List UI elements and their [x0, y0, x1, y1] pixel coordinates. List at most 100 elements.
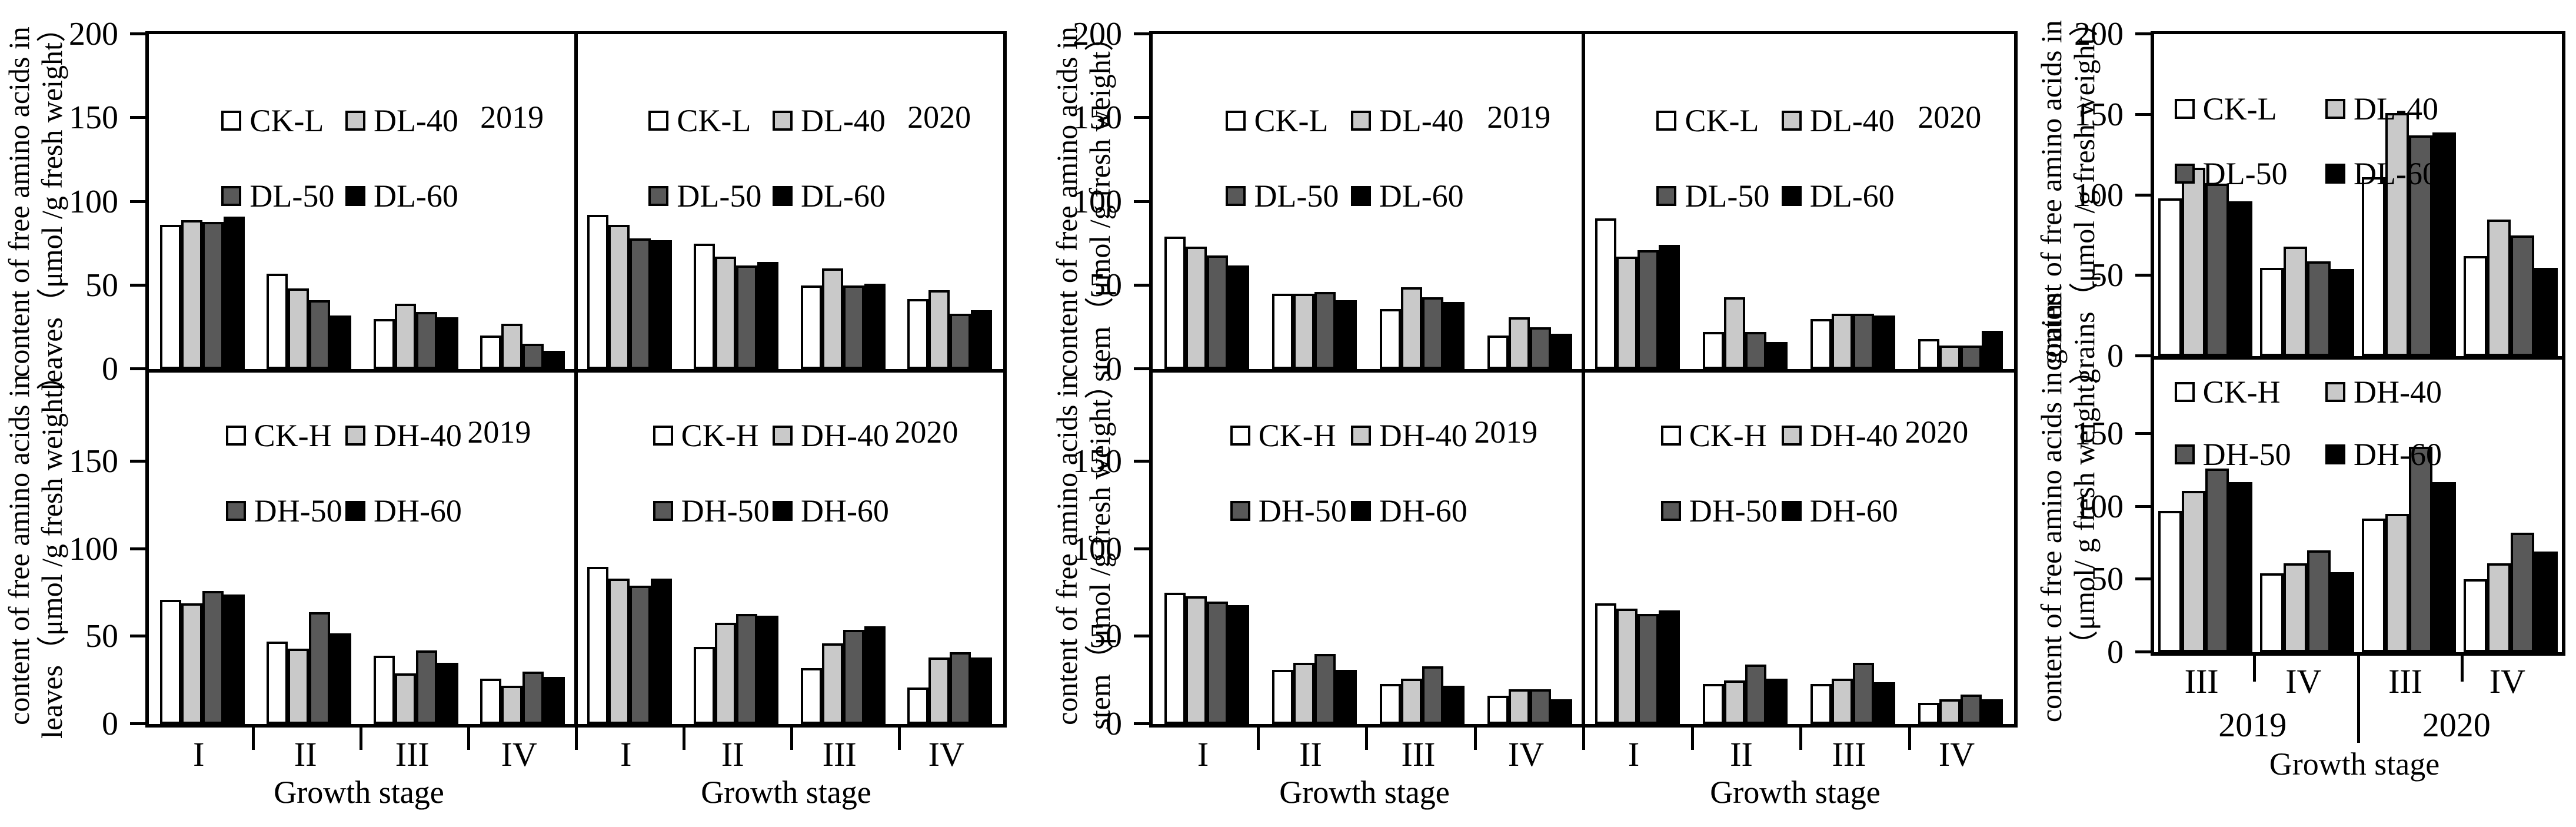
legend-year-label: 2019 — [1474, 414, 1538, 450]
legend-swatch-DH-60 — [1350, 501, 1371, 521]
bar-lv20L-I-DL-40 — [608, 225, 630, 369]
x-stage-label: IV — [1507, 735, 1545, 773]
legend-label: DL-40 — [800, 103, 886, 138]
bar-lv19L-III-DL-40 — [395, 304, 416, 369]
bar-lv19L-II-DL-60 — [330, 315, 351, 369]
x-stage-label: I — [1628, 735, 1640, 773]
bar-st19L-II-DL-50 — [1314, 292, 1336, 369]
y-tick-label: 50 — [1089, 618, 1122, 655]
plot-frame-lv19H-lv20H: CK-H DH-40 DH-50 DH-60 2019 CK-H DH-40 DH-50 DH-… — [145, 373, 1007, 728]
bar-lv20H-II-DH-50 — [736, 614, 757, 724]
bar-grH-III-CK-H — [2362, 519, 2385, 652]
bar-st19L-IV-DL-50 — [1530, 327, 1551, 369]
bar-st19L-I-CK-L — [1164, 237, 1186, 369]
legend-item-DH-40: DH-40 — [2325, 376, 2442, 408]
plot-frame-grH: CK-H DH-40 DH-50 DH-60 — [2151, 360, 2565, 656]
legend-item-DH-50: DH-50 — [2174, 439, 2291, 470]
legend-item-CK-L: CK-L — [221, 105, 324, 137]
legend-item-DH-60: DH-60 — [345, 495, 462, 527]
bar-grL-IV-DL-60 — [2534, 268, 2558, 356]
legend-item-DH-40: DH-40 — [1781, 420, 1898, 451]
x-axis-tick — [790, 725, 793, 750]
legend-item-DL-60: DL-60 — [345, 180, 458, 212]
y-tick-label: 100 — [2074, 488, 2124, 525]
y-tick-label: 150 — [2074, 96, 2124, 133]
bar-lv20L-II-CK-L — [694, 244, 715, 369]
legend-label: DH-60 — [1809, 493, 1898, 529]
legend-year-label: 2019 — [1487, 99, 1551, 135]
legend-label: CK-H — [2202, 374, 2281, 410]
bar-grH-IV-CK-H — [2464, 579, 2487, 652]
legend-swatch-DL-50 — [648, 186, 669, 206]
bar-st19H-II-DH-60 — [1336, 670, 1357, 724]
legend-swatch-CK-H — [225, 426, 246, 446]
bar-lv19H-III-DH-60 — [437, 663, 458, 724]
bar-st19H-I-DH-40 — [1186, 596, 1207, 724]
bar-st19H-II-CK-H — [1272, 670, 1293, 724]
year-panel-divider — [574, 373, 578, 724]
x-axis-tick — [1365, 725, 1368, 750]
legend-label: DH-40 — [1379, 418, 1467, 453]
bar-st20H-III-CK-H — [1810, 684, 1832, 724]
y-axis-tick — [130, 722, 145, 725]
y-tick-label: 200 — [2074, 16, 2124, 52]
y-tick-label: 50 — [2091, 561, 2124, 598]
legend-swatch-DL-40 — [772, 111, 793, 131]
bar-st19H-II-DH-50 — [1314, 654, 1336, 724]
y-tick-label: 50 — [2091, 257, 2124, 294]
bar-lv20L-IV-DL-40 — [928, 290, 950, 369]
bar-lv19H-I-DH-60 — [224, 594, 245, 724]
legend-item-DH-60: DH-60 — [1781, 493, 1898, 529]
legend-year-label: 2020 — [894, 414, 958, 450]
bar-st19L-III-DL-50 — [1422, 297, 1443, 369]
y-axis-tick — [1134, 635, 1149, 638]
x-stage-label: I — [620, 735, 632, 773]
bar-lv20H-III-CK-H — [801, 668, 822, 724]
legend-swatch-DL-60 — [2325, 164, 2346, 184]
bar-grL-III-CK-L — [2362, 177, 2385, 356]
legend-item-DL-60: DL-60 — [2325, 158, 2438, 190]
x-axis-tick — [575, 725, 578, 750]
legend-label: DH-50 — [254, 493, 342, 529]
bar-lv19L-II-CK-L — [267, 274, 288, 369]
bar-lv20L-II-DL-40 — [715, 257, 736, 369]
x-year-label: 2020 — [2422, 706, 2491, 744]
y-axis-tick — [130, 283, 145, 287]
y-tick-label: 150 — [2074, 416, 2124, 453]
bar-st20H-II-DH-60 — [1766, 679, 1788, 724]
bar-lv19H-II-DH-50 — [309, 612, 330, 724]
y-axis-tick — [2135, 354, 2151, 357]
legend-swatch-DL-50 — [1656, 186, 1677, 206]
bar-lv19H-II-DH-60 — [330, 633, 351, 724]
x-stage-label: II — [721, 735, 744, 773]
legend-year-label: 2019 — [467, 414, 531, 450]
bar-st19H-III-CK-H — [1380, 684, 1401, 724]
bar-lv20H-IV-DH-40 — [928, 657, 950, 724]
y-tick-label: 0 — [2107, 338, 2124, 374]
y-tick-label: 50 — [1089, 267, 1122, 304]
y-axis-tick — [130, 367, 145, 370]
bar-st20H-II-CK-H — [1703, 684, 1724, 724]
x-stage-label: III — [2184, 662, 2219, 700]
bar-st19H-IV-CK-H — [1487, 696, 1509, 724]
bar-lv20H-I-DH-40 — [608, 579, 630, 724]
plot-frame-st19H-st20H: CK-H DH-40 DH-50 DH-60 2019 CK-H DH-40 DH-50 DH-… — [1149, 373, 2018, 728]
bar-st19H-III-DH-40 — [1401, 679, 1422, 724]
bar-grL-III-DL-40 — [2385, 113, 2409, 356]
bar-lv20L-I-DL-50 — [630, 238, 651, 369]
x-axis-tick — [467, 725, 470, 750]
x-stage-label: II — [1730, 735, 1753, 773]
bar-grH-IV-DH-50 — [2511, 533, 2534, 652]
legend-item-CK-H: CK-H — [1660, 420, 1767, 451]
legend-swatch-DL-40 — [1350, 111, 1371, 131]
ylabel-grains-bottom: content of free amino acids in grains （μm… — [2035, 219, 2103, 796]
bar-lv19L-II-DL-50 — [309, 300, 330, 369]
bar-grH-III-DH-60 — [2229, 482, 2252, 652]
bar-st19L-III-DL-40 — [1401, 287, 1422, 369]
y-tick-label: 150 — [69, 443, 118, 480]
bar-st20L-II-DL-50 — [1745, 332, 1766, 369]
y-axis-tick — [2135, 650, 2151, 653]
legend-label: CK-H — [254, 418, 332, 453]
legend-label: DL-40 — [1379, 103, 1464, 138]
bar-lv19L-IV-CK-L — [480, 336, 501, 369]
